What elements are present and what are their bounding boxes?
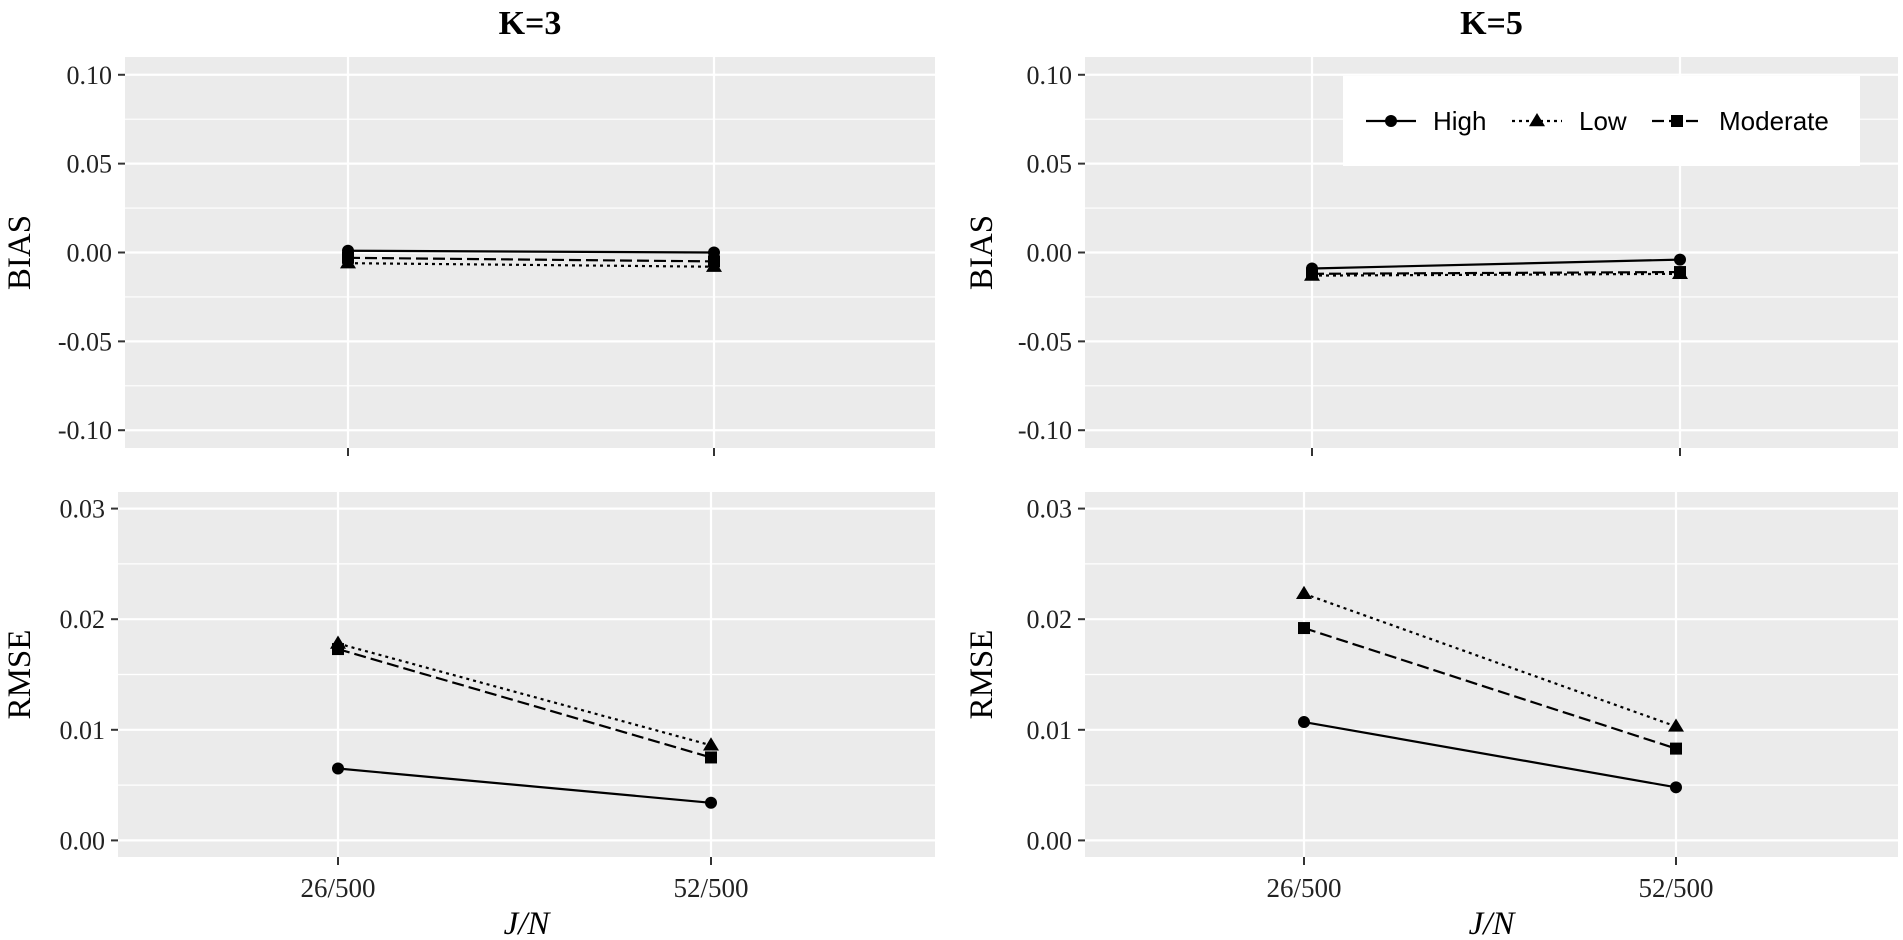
data-point [705,796,717,809]
data-point [342,251,354,264]
y-axis-title: BIAS [2,215,38,290]
series-high [1298,716,1682,794]
y-tick-label: 0.01 [1027,716,1073,745]
series-line [347,256,715,263]
y-tick-label: -0.10 [58,416,112,445]
data-point [332,643,344,656]
y-tick-label: -0.05 [58,327,112,356]
legend-item-moderate: Moderate [1652,106,1829,136]
y-tick-label: 0.01 [60,716,106,745]
data-point [1670,742,1682,755]
x-tick-label: 26/500 [300,873,375,903]
series-line [1311,270,1681,275]
legend-item-high: High [1366,106,1486,136]
series-line [1311,258,1681,270]
y-tick-label: 0.10 [1027,61,1073,90]
series-line [347,262,715,268]
y-tick-label: 0.00 [1027,239,1073,268]
x-axis-title: J/N [1469,906,1517,940]
series-line [1303,720,1677,789]
series-line [1303,592,1677,728]
legend-label: Low [1579,106,1627,136]
y-tick-label: 0.05 [1027,150,1073,179]
x-tick-label: 26/500 [1266,873,1341,903]
y-axis-title: RMSE [964,630,1000,720]
y-axis-title: RMSE [2,630,38,720]
x-tick-label: 52/500 [1638,873,1713,903]
legend-label: High [1433,106,1486,136]
series-line [337,648,712,759]
series-high [332,762,717,809]
y-axis-title: BIAS [964,215,1000,290]
legend-item-low: Low [1512,106,1627,136]
data-point [705,751,717,764]
data-point [1674,266,1686,279]
data-point [1670,781,1682,794]
legend-key-marker [1529,113,1545,127]
data-point [708,255,720,268]
legend-key-marker [1385,115,1397,127]
data-point [1306,267,1318,280]
y-tick-label: -0.05 [1018,327,1072,356]
y-tick-label: 0.03 [1027,495,1073,524]
column-title: K=5 [1460,5,1523,42]
panel-1: -0.10 -0.05 0.00 0.05 0.10 BIAS [2,57,935,456]
legend-key-marker [1671,115,1683,127]
y-tick-label: -0.10 [1018,416,1072,445]
series-line [347,249,715,254]
data-point [1298,716,1310,729]
data-point [1668,718,1684,732]
y-tick-label: 0.00 [67,239,113,268]
data-point [1296,585,1312,599]
series-low [1296,585,1684,732]
legend: High Low Moderate [1343,76,1860,166]
series-line [337,767,712,804]
data-point [703,737,719,751]
x-tick-label: 52/500 [673,873,748,903]
series-moderate [1306,266,1686,280]
series-moderate [342,251,720,268]
panel-3: 0.00 0.01 0.02 0.03 RMSE 26/500 52/500 J/N [2,492,935,940]
legend-label: Moderate [1719,106,1829,136]
data-point [1298,622,1310,635]
y-tick-label: 0.05 [67,150,113,179]
data-point [332,762,344,775]
y-tick-label: 0.02 [60,605,106,634]
y-tick-label: 0.00 [60,826,106,855]
x-axis-title: J/N [504,906,552,940]
series-line [1303,626,1677,750]
series-moderate [1298,622,1682,755]
series-moderate [332,643,717,764]
y-tick-label: 0.00 [1027,826,1073,855]
data-point [1674,253,1686,266]
column-title: K=3 [499,5,562,42]
panel-4: 0.00 0.01 0.02 0.03 RMSE 26/500 52/500 J/N [964,492,1898,940]
series-line [1311,272,1681,277]
series-line [337,642,712,747]
legend-box [1343,76,1860,166]
y-tick-label: 0.10 [67,61,113,90]
y-tick-label: 0.03 [60,495,106,524]
y-tick-label: 0.02 [1027,605,1073,634]
